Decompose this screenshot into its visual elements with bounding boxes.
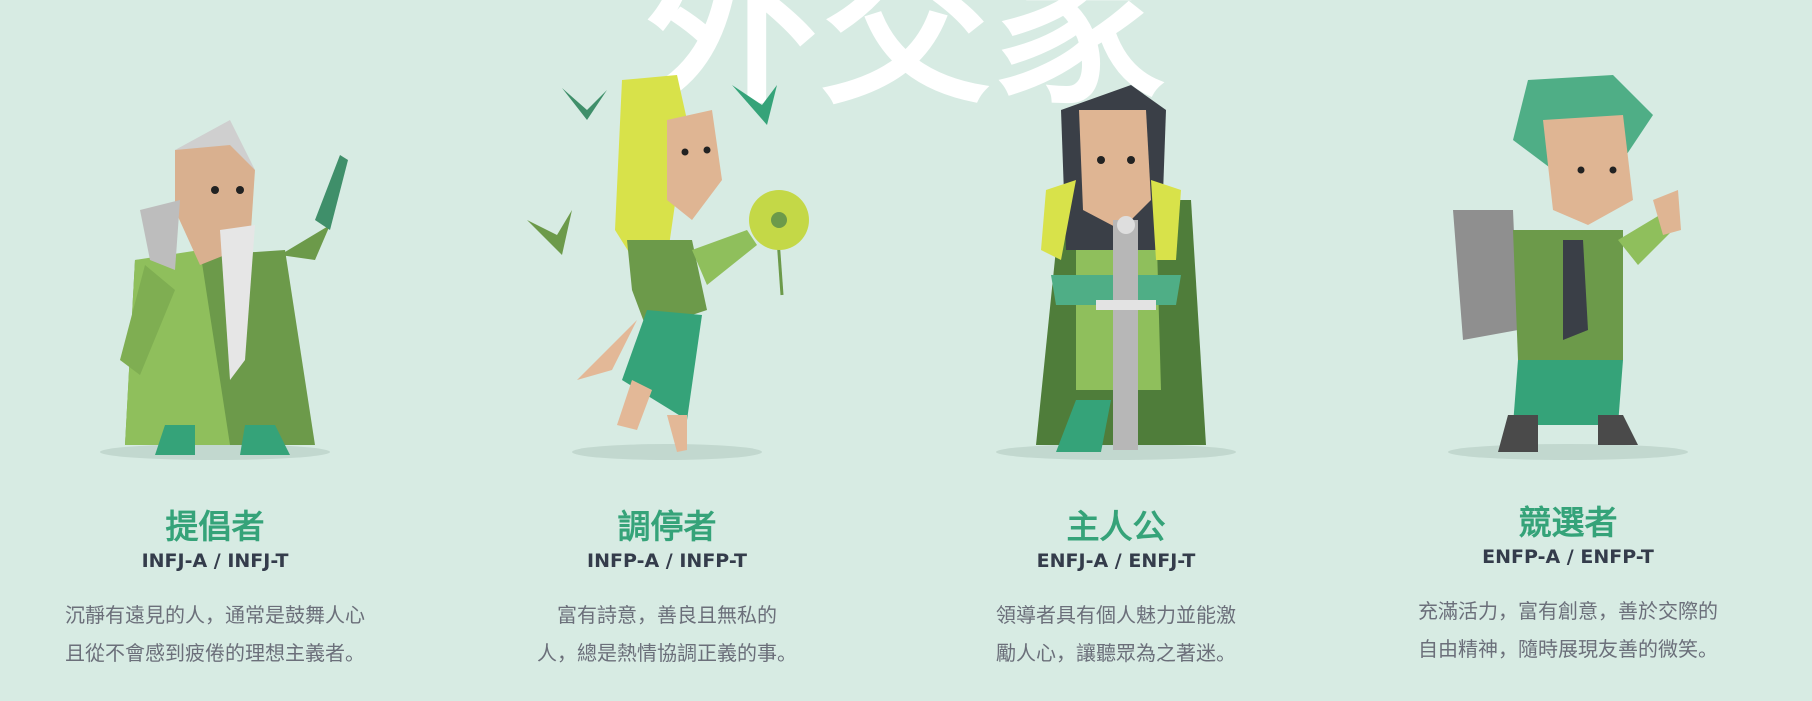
desc-line: 領導者具有個人魅力並能激: [996, 603, 1236, 627]
protagonist-illustration: [996, 85, 1236, 460]
card-description: 沉靜有遠見的人，通常是鼓舞人心 且從不會感到疲倦的理想主義者。: [40, 596, 390, 672]
card-name: 調停者: [617, 507, 717, 546]
desc-line: 充滿活力，富有創意，善於交際的: [1418, 599, 1718, 623]
card-type-code: ENFP-A / ENFP-T: [1482, 546, 1654, 568]
campaigner-illustration: [1448, 75, 1688, 460]
card-name: 提倡者: [165, 507, 265, 546]
card-type-code: ENFJ-A / ENFJ-T: [1036, 550, 1196, 572]
card-description: 領導者具有個人魅力並能激 勵人心，讓聽眾為之著迷。: [941, 596, 1291, 672]
card-type-code: INFJ-A / INFJ-T: [141, 550, 289, 572]
desc-line: 勵人心，讓聽眾為之著迷。: [996, 641, 1236, 665]
card-protagonist[interactable]: 主人公 ENFJ-A / ENFJ-T 領導者具有個人魅力並能激 勵人心，讓聽眾…: [906, 0, 1326, 701]
desc-line: 沉靜有遠見的人，通常是鼓舞人心: [65, 603, 365, 627]
card-campaigner[interactable]: 競選者 ENFP-A / ENFP-T 充滿活力，富有創意，善於交際的 自由精神…: [1358, 0, 1778, 701]
card-description: 充滿活力，富有創意，善於交際的 自由精神，隨時展現友善的微笑。: [1393, 592, 1743, 668]
desc-line: 富有詩意，善良且無私的: [557, 603, 777, 627]
background-title: 外交家: [645, 0, 1167, 128]
card-advocate[interactable]: 提倡者 INFJ-A / INFJ-T 沉靜有遠見的人，通常是鼓舞人心 且從不會…: [5, 0, 425, 701]
mediator-illustration: [527, 75, 809, 460]
card-name: 競選者: [1518, 503, 1618, 542]
card-description: 富有詩意，善良且無私的 人，總是熱情協調正義的事。: [492, 596, 842, 672]
card-mediator[interactable]: 調停者 INFP-A / INFP-T 富有詩意，善良且無私的 人，總是熱情協調…: [457, 0, 877, 701]
desc-line: 且從不會感到疲倦的理想主義者。: [65, 641, 365, 665]
card-name: 主人公: [1066, 507, 1166, 546]
card-type-code: INFP-A / INFP-T: [587, 550, 747, 572]
desc-line: 自由精神，隨時展現友善的微笑。: [1418, 637, 1718, 661]
desc-line: 人，總是熱情協調正義的事。: [537, 641, 797, 665]
advocate-illustration: [100, 120, 348, 460]
